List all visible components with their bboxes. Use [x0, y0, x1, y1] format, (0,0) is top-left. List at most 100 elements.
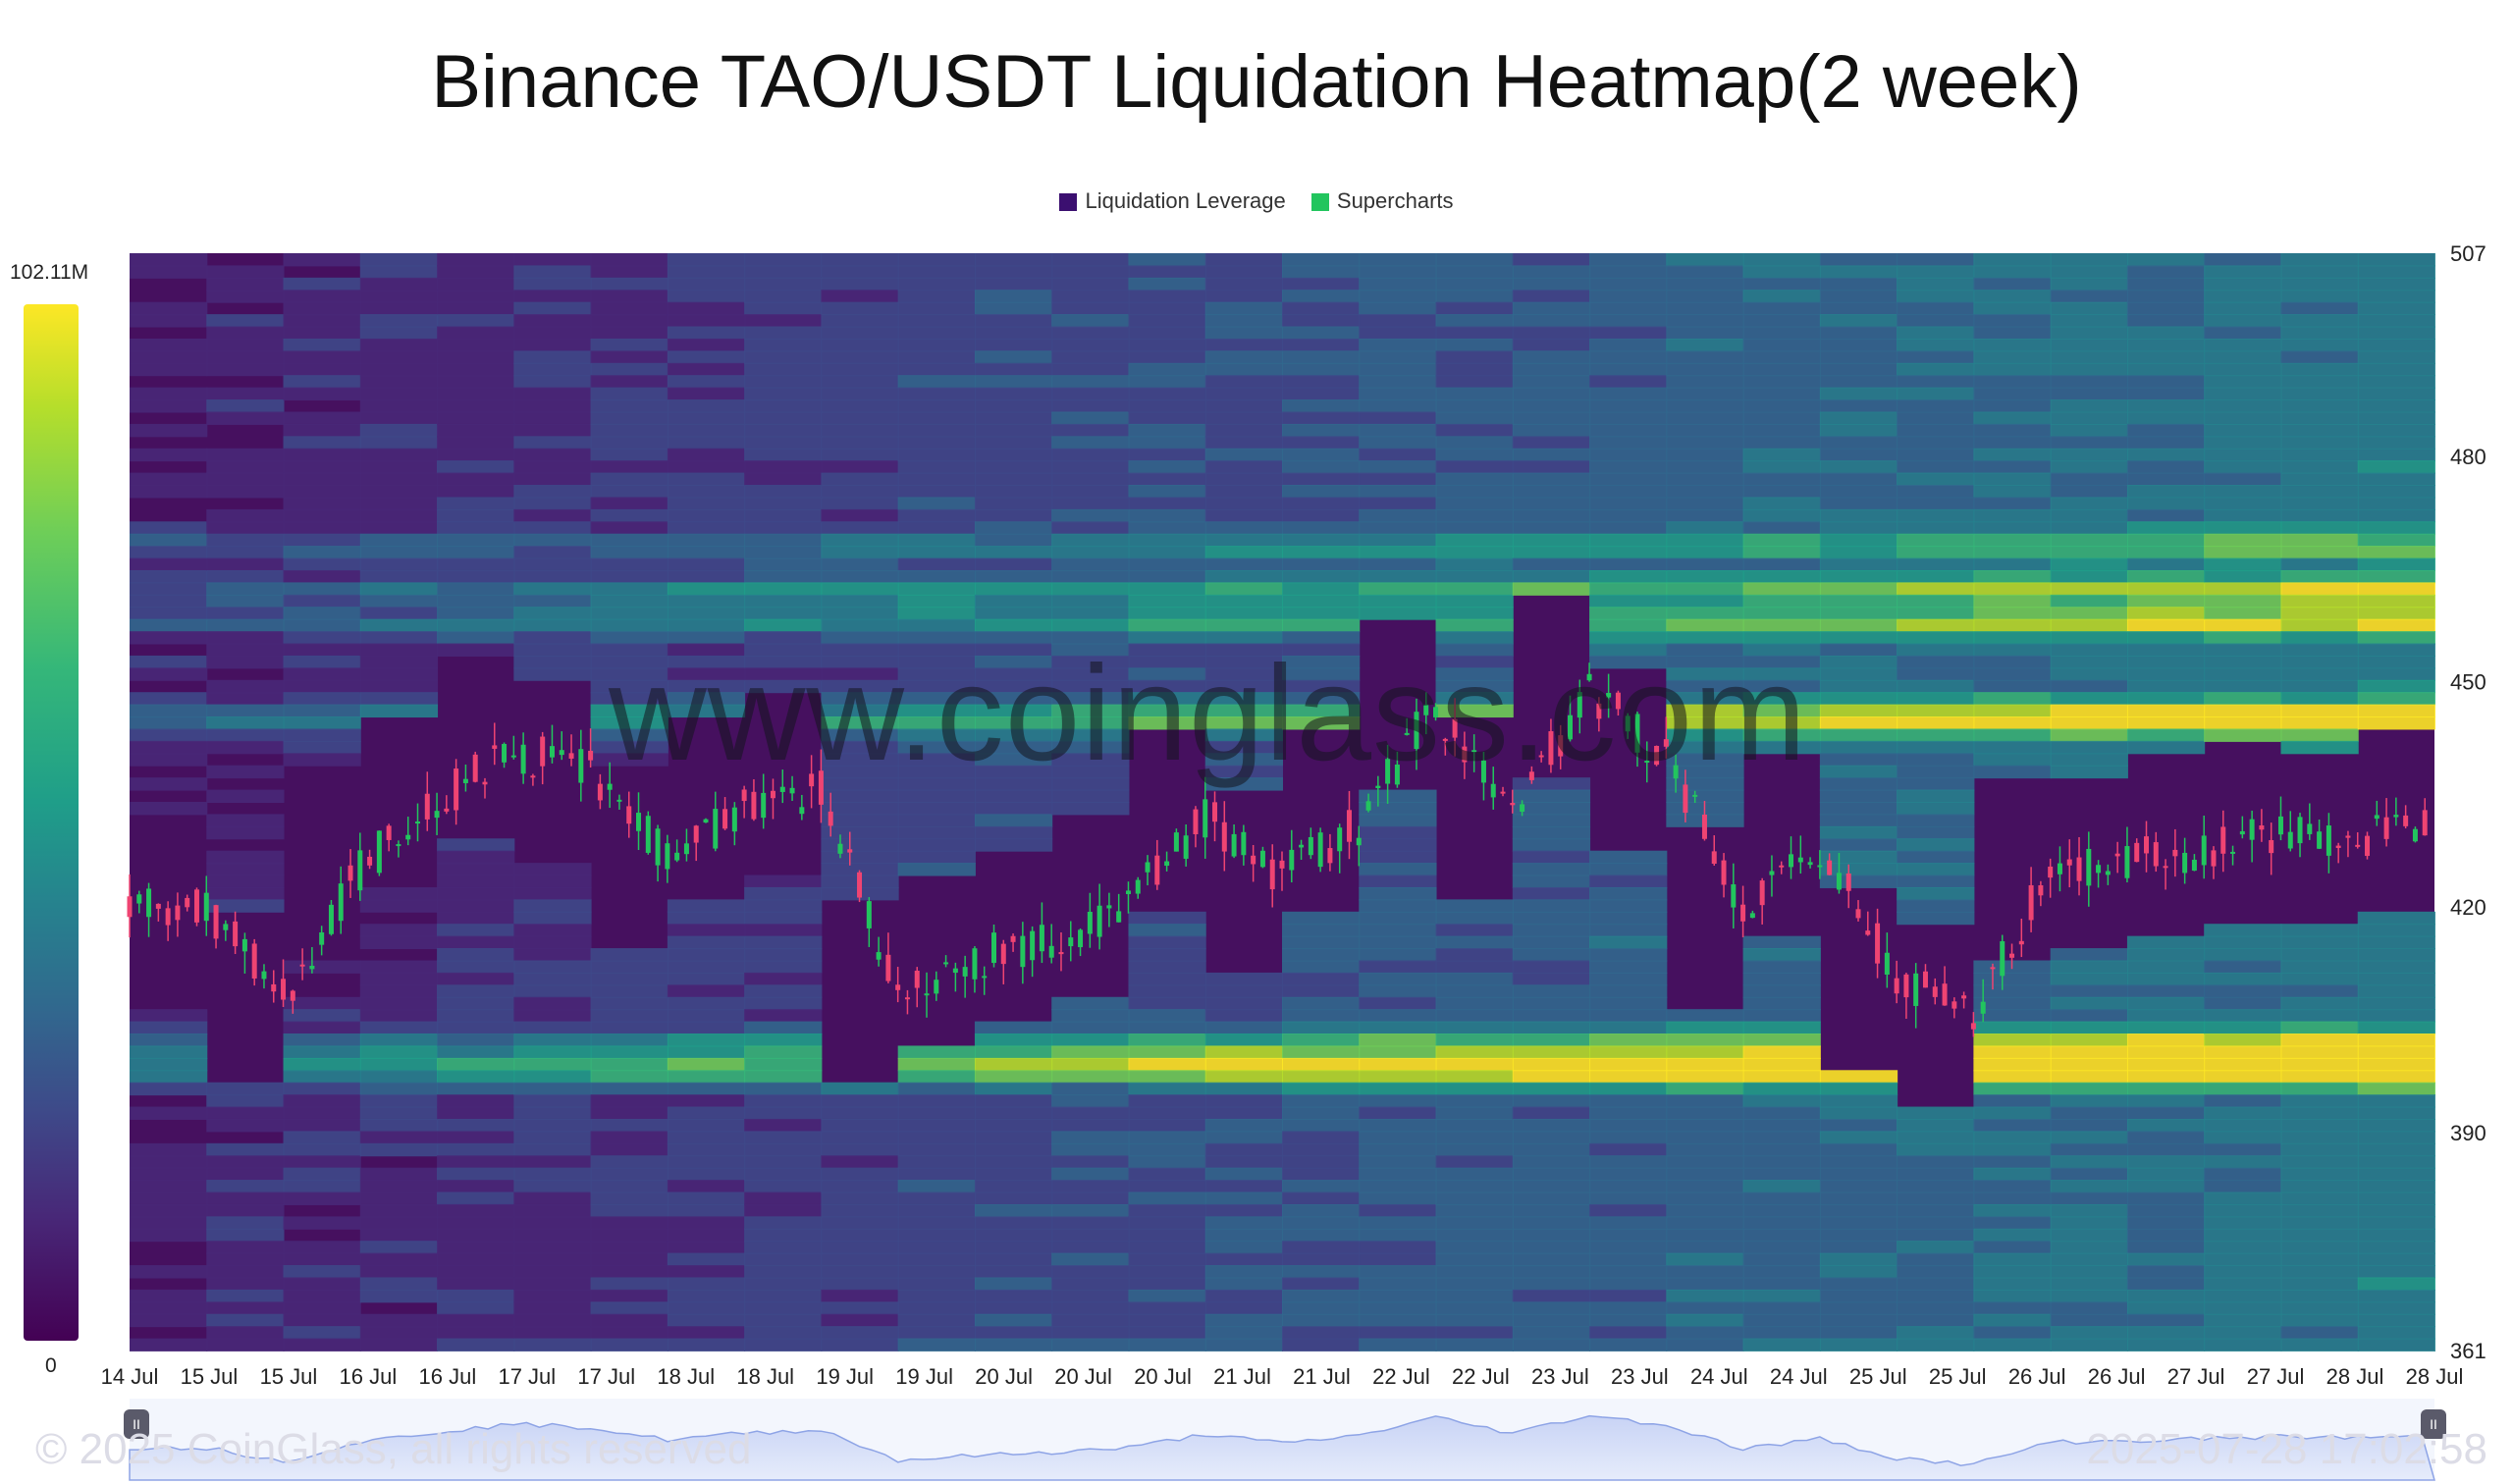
- heat-cell: [1128, 1338, 1206, 1352]
- heat-cell: [2204, 375, 2282, 389]
- heat-cell: [437, 886, 515, 901]
- heat-cell: [206, 655, 285, 669]
- heat-cell: [1435, 314, 1514, 328]
- heat-cell: [2050, 350, 2128, 364]
- candle-body: [2403, 815, 2409, 826]
- heat-cell: [1128, 1045, 1206, 1059]
- heat-cell: [1666, 1228, 1744, 1243]
- heat-cell: [744, 984, 823, 998]
- heat-cell: [1897, 1216, 1975, 1230]
- heat-cell: [2204, 1045, 2282, 1059]
- heat-cell: [1359, 290, 1437, 303]
- heat-cell: [1897, 679, 1975, 694]
- candle-body: [952, 968, 958, 974]
- heat-cell: [897, 716, 976, 730]
- heat-cell: [744, 1118, 823, 1133]
- heat-cell: [1589, 1155, 1668, 1169]
- heat-cell: [1435, 301, 1514, 316]
- heat-cell: [1128, 655, 1206, 669]
- heat-cell: [283, 326, 361, 340]
- heat-cell: [1973, 1228, 2052, 1243]
- candle-body: [559, 750, 564, 756]
- heat-cell: [437, 643, 515, 657]
- heat-cell: [2204, 253, 2282, 267]
- heatmap-bands: [130, 253, 2435, 1352]
- legend-swatch-supercharts: [1310, 193, 1329, 211]
- heat-cell: [359, 569, 439, 584]
- heat-cell: [1666, 1180, 1744, 1193]
- heat-cell: [1512, 814, 1591, 827]
- heat-cell: [1897, 1338, 1975, 1352]
- heat-cell: [1435, 960, 1514, 974]
- legend-item-liquidation-leverage[interactable]: Liquidation Leverage: [1059, 188, 1286, 214]
- heat-cell: [283, 655, 361, 669]
- heat-cell: [2204, 1313, 2282, 1328]
- heat-cell: [359, 557, 439, 571]
- y-tick-label: 450: [2450, 669, 2486, 694]
- heat-cell: [744, 1082, 823, 1096]
- heat-cell: [2050, 1301, 2128, 1315]
- heat-cell: [1051, 1057, 1130, 1072]
- heat-cell: [667, 582, 746, 596]
- navigator-right-handle[interactable]: II: [2421, 1409, 2446, 1439]
- heat-cell: [2280, 533, 2359, 548]
- heat-cell: [359, 1216, 439, 1230]
- heat-cell: [1512, 338, 1591, 352]
- heat-cell: [206, 1192, 285, 1205]
- heat-cell: [2280, 265, 2359, 279]
- heat-cell: [1819, 1167, 1898, 1182]
- heat-cell: [437, 996, 515, 1011]
- heat-cell: [1282, 972, 1361, 986]
- heat-cell: [1666, 1094, 1744, 1108]
- heat-cell: [1819, 1180, 1898, 1193]
- candle-body: [261, 971, 267, 980]
- heat-cell: [2050, 1338, 2128, 1352]
- heat-cell: [2357, 1167, 2435, 1182]
- heat-cell: [1435, 1301, 1514, 1315]
- heat-cell: [283, 423, 361, 438]
- heat-cell: [1204, 472, 1283, 487]
- candle-body: [1596, 703, 1602, 719]
- candle-body: [405, 834, 411, 840]
- heat-cell: [1204, 1216, 1283, 1230]
- heat-cell: [1051, 607, 1130, 620]
- heat-cell: [2280, 972, 2359, 986]
- heat-cell: [513, 607, 592, 620]
- colorbar[interactable]: [24, 304, 79, 1341]
- heat-cell: [1359, 338, 1437, 352]
- heat-cell: [1973, 728, 2052, 742]
- candle-body: [2124, 846, 2130, 878]
- heat-cell: [437, 1216, 515, 1230]
- heat-cell: [1589, 338, 1668, 352]
- heat-cell: [1589, 436, 1668, 450]
- heat-cell: [897, 1203, 976, 1218]
- heat-cell: [1359, 886, 1437, 901]
- heat-cell: [1897, 508, 1975, 523]
- navigator-left-handle[interactable]: II: [124, 1409, 149, 1439]
- heat-cell: [1512, 960, 1591, 974]
- heat-cell: [744, 582, 823, 596]
- candle-body: [2066, 859, 2072, 866]
- heat-cell: [1359, 1277, 1437, 1291]
- heat-cell: [1359, 814, 1437, 827]
- heat-cell: [1128, 631, 1206, 645]
- heat-cell: [437, 375, 515, 389]
- heat-cell: [2204, 472, 2282, 487]
- heat-cell: [513, 387, 592, 401]
- heat-cell: [1512, 1241, 1591, 1254]
- heat-cell: [897, 265, 976, 279]
- heat-cell: [2050, 460, 2128, 474]
- heat-cell: [1282, 253, 1361, 267]
- heat-cell: [1666, 1216, 1744, 1230]
- candle-body: [281, 979, 287, 1000]
- heat-cell: [821, 326, 899, 340]
- x-tick-label: 14 Jul: [101, 1364, 159, 1389]
- heat-cell: [437, 607, 515, 620]
- heat-cell: [1204, 460, 1283, 474]
- legend-item-supercharts[interactable]: Supercharts: [1310, 188, 1454, 214]
- heat-cell: [1435, 1167, 1514, 1182]
- heat-cell: [1128, 972, 1206, 986]
- heat-cell: [206, 569, 285, 584]
- heat-cell: [2357, 265, 2435, 279]
